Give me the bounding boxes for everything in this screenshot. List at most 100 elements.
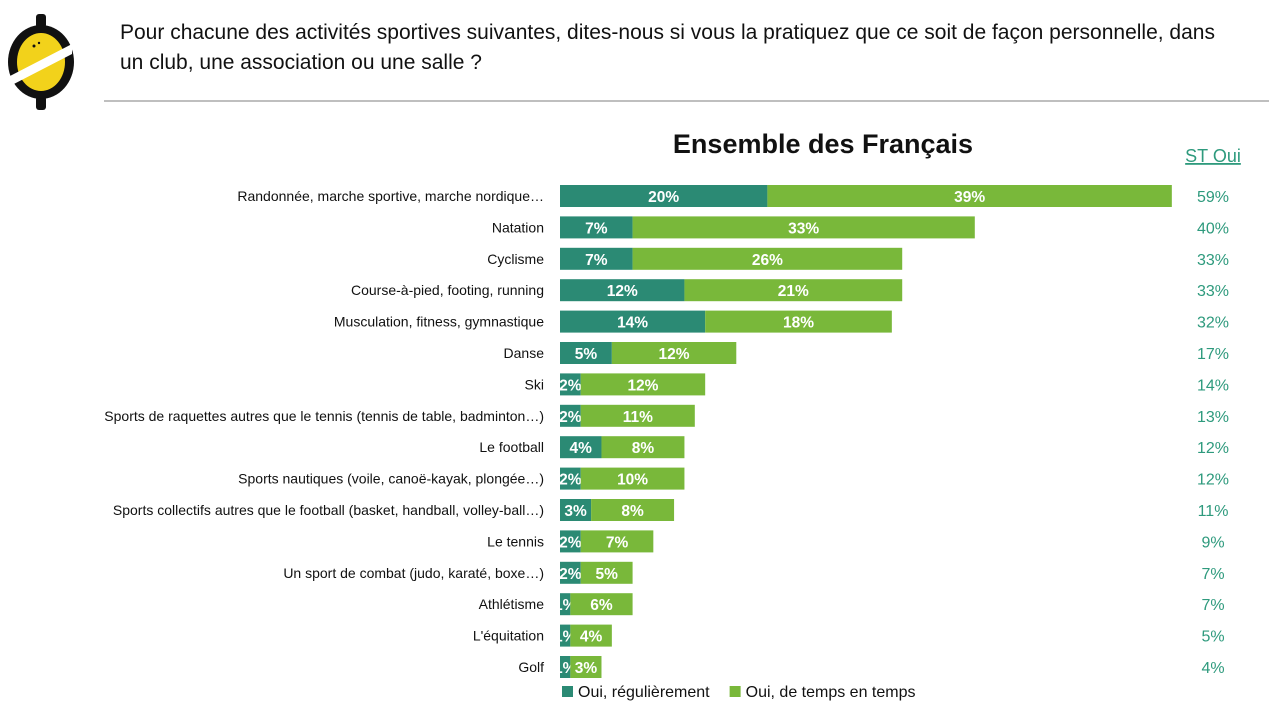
bar-segment-regulier — [560, 530, 581, 553]
header-divider — [104, 100, 1269, 102]
st-oui-value: 32% — [1197, 315, 1229, 332]
st-oui-value: 7% — [1201, 597, 1224, 614]
bar-value-label: 14% — [617, 315, 648, 332]
bar-segment-temps — [580, 373, 706, 396]
bar-segment-regulier — [560, 499, 592, 521]
bar-segment-regulier — [560, 404, 581, 427]
legend-label: Oui, de temps en temps — [746, 684, 916, 701]
chart-title: Ensemble des Français — [673, 129, 973, 159]
bar-value-label: 2% — [559, 409, 582, 426]
bars-group: Randonnée, marche sportive, marche nordi… — [104, 185, 1229, 678]
bar-value-label: 7% — [585, 220, 608, 237]
bar-segment-temps — [580, 404, 695, 427]
bar-segment-temps — [632, 216, 975, 239]
bar-segment-temps — [591, 499, 675, 521]
bar-segment-temps — [705, 310, 892, 333]
category-label: Athlétisme — [479, 596, 545, 612]
bar-segment-regulier — [560, 593, 571, 616]
st-oui-value: 33% — [1197, 252, 1229, 269]
st-oui-value: 40% — [1197, 220, 1229, 237]
bar-value-label: 12% — [627, 377, 658, 394]
bar-value-label: 7% — [606, 534, 629, 551]
category-label: L'équitation — [473, 628, 544, 644]
bar-segment-regulier — [560, 342, 612, 364]
bar-value-label: 21% — [778, 283, 809, 300]
bar-segment-temps — [570, 656, 602, 678]
bar-value-label: 8% — [632, 440, 655, 457]
bar-segment-temps — [632, 247, 903, 270]
bar-value-label: 5% — [595, 566, 618, 583]
bar-segment-regulier — [560, 467, 581, 490]
category-label: Le football — [479, 439, 544, 455]
bar-value-label: 3% — [575, 660, 598, 677]
bar-value-label: 12% — [607, 283, 638, 300]
chart-legend: Oui, régulièrement Oui, de temps en temps — [562, 684, 915, 701]
category-label: Sports nautiques (voile, canoë-kayak, pl… — [238, 471, 544, 487]
bar-segment-temps — [580, 530, 654, 553]
category-label: Ski — [525, 376, 544, 392]
bar-value-label: 18% — [783, 315, 814, 332]
bar-value-label: 2% — [559, 472, 582, 489]
category-label: Sports collectifs autres que le football… — [113, 502, 544, 518]
bar-value-label: 11% — [623, 409, 653, 426]
st-oui-value: 33% — [1197, 283, 1229, 300]
st-oui-value: 59% — [1197, 189, 1229, 206]
st-oui-value: 5% — [1201, 629, 1224, 646]
bar-value-label: 20% — [648, 189, 679, 206]
bar-value-label: 12% — [659, 346, 690, 363]
bar-value-label: 39% — [954, 189, 985, 206]
st-oui-header: ST Oui — [1185, 146, 1241, 166]
bar-segment-regulier — [560, 656, 571, 678]
st-oui-value: 17% — [1197, 346, 1229, 363]
category-label: Randonnée, marche sportive, marche nordi… — [237, 188, 544, 204]
bar-value-label: 26% — [752, 252, 783, 269]
bar-segment-temps — [601, 436, 685, 459]
bar-segment-temps — [580, 467, 685, 490]
bar-segment-temps — [611, 342, 737, 364]
st-oui-value: 12% — [1197, 440, 1229, 457]
category-label: Natation — [492, 219, 544, 235]
bar-value-label: 10% — [617, 472, 648, 489]
st-oui-value: 9% — [1201, 534, 1224, 551]
bar-value-label: 33% — [788, 220, 819, 237]
st-oui-value: 12% — [1197, 472, 1229, 489]
bar-value-label: 4% — [580, 629, 603, 646]
bar-value-label: 3% — [564, 503, 587, 520]
bar-segment-regulier — [560, 373, 581, 396]
bar-segment-temps — [767, 185, 1172, 207]
category-label: Golf — [518, 659, 544, 675]
category-label: Musculation, fitness, gymnastique — [334, 314, 544, 330]
legend-swatch — [729, 686, 741, 697]
st-oui-value: 11% — [1198, 503, 1229, 520]
bar-segment-regulier — [560, 436, 602, 459]
bar-segment-temps — [684, 279, 903, 302]
category-label: Course-à-pied, footing, running — [351, 282, 544, 298]
category-label: Un sport de combat (judo, karaté, boxe…) — [283, 565, 544, 581]
bar-segment-temps — [570, 593, 633, 616]
st-oui-value: 14% — [1197, 377, 1229, 394]
bar-value-label: 4% — [570, 440, 593, 457]
bar-segment-regulier — [560, 216, 633, 239]
bar-segment-regulier — [560, 247, 633, 270]
bar-segment-regulier — [560, 279, 685, 302]
bar-segment-regulier — [560, 624, 571, 647]
lemon-logo-icon — [8, 14, 74, 110]
bar-value-label: 2% — [559, 566, 582, 583]
bar-segment-regulier — [560, 185, 768, 207]
bar-value-label: 5% — [575, 346, 598, 363]
legend-swatch — [562, 686, 573, 697]
st-oui-value: 4% — [1201, 660, 1224, 677]
bar-segment-regulier — [560, 561, 581, 584]
bar-value-label: 8% — [621, 503, 644, 520]
bar-segment-temps — [570, 624, 612, 647]
category-label: Le tennis — [487, 533, 544, 549]
bar-segment-regulier — [560, 310, 706, 333]
survey-question: Pour chacune des activités sportives sui… — [120, 21, 1215, 74]
st-oui-value: 13% — [1197, 409, 1229, 426]
legend-label: Oui, régulièrement — [578, 684, 710, 701]
st-oui-value: 7% — [1201, 566, 1224, 583]
bar-value-label: 6% — [590, 597, 613, 614]
bar-value-label: 7% — [585, 252, 608, 269]
bar-value-label: 2% — [559, 377, 582, 394]
